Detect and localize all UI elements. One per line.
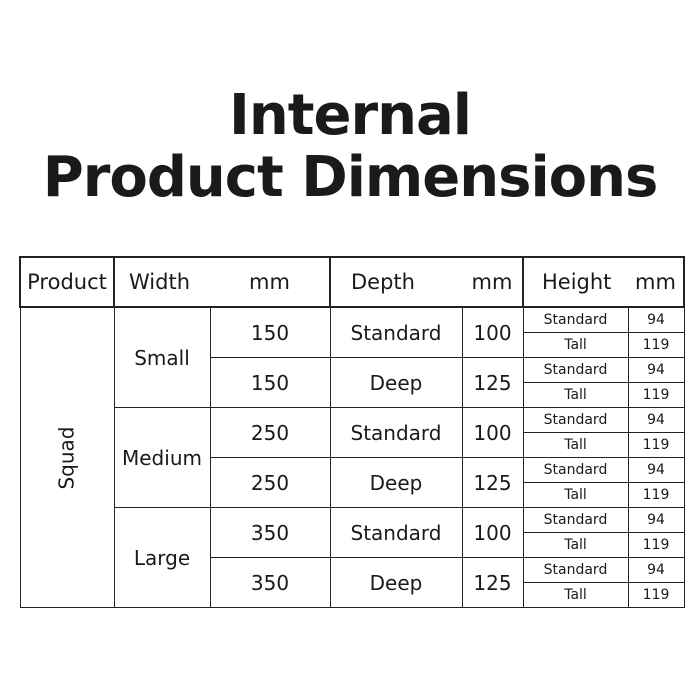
header-width: Width <box>113 256 210 308</box>
depth-mm: 125 <box>461 457 524 508</box>
header-height-unit: mm <box>628 256 685 308</box>
table-row: 150 Deep 125 Standard 94 <box>20 357 685 408</box>
page-title-line1: Internal <box>229 83 472 148</box>
depth-name: Deep <box>329 457 463 508</box>
header-row: Product Width mm Depth mm Height mm <box>19 256 685 308</box>
product-cell: Squad <box>19 306 115 608</box>
table-row: Squad Small 150 Standard 100 Standard 94 <box>19 306 685 608</box>
height-name: Standard <box>522 407 629 433</box>
width-mm: 150 <box>209 357 331 408</box>
height-name: Standard <box>522 557 629 583</box>
depth-name: Standard <box>329 507 463 558</box>
dimensions-table: Product Width mm Depth mm Height mm Squa… <box>19 256 685 608</box>
width-mm: 350 <box>209 557 331 608</box>
height-mm: 119 <box>627 482 685 508</box>
depth-name: Deep <box>329 357 463 408</box>
depth-name: Standard <box>329 407 463 458</box>
depth-mm: 100 <box>461 407 524 458</box>
header-depth: Depth <box>329 256 462 308</box>
table-row: Medium 250 Standard 100 Standard 94 <box>20 407 685 508</box>
width-mm: 150 <box>209 306 331 358</box>
page-title-line2: Product Dimensions <box>42 145 659 210</box>
size-name: Large <box>113 507 211 608</box>
height-mm: 119 <box>627 432 685 458</box>
height-name: Tall <box>522 582 629 608</box>
height-mm: 94 <box>627 357 685 383</box>
depth-name: Standard <box>329 306 463 358</box>
width-mm: 250 <box>209 457 331 508</box>
depth-mm: 125 <box>461 557 524 608</box>
height-name: Tall <box>522 532 629 558</box>
height-name: Tall <box>522 432 629 458</box>
table-row: Tall 119 <box>20 482 685 508</box>
width-mm: 250 <box>209 407 331 458</box>
depth-mm: 100 <box>461 507 524 558</box>
height-name: Standard <box>522 357 629 383</box>
height-mm: 119 <box>627 532 685 558</box>
table-row: 250 Deep 125 Standard 94 <box>20 457 685 508</box>
width-mm: 350 <box>209 507 331 558</box>
height-name: Tall <box>522 482 629 508</box>
height-mm: 94 <box>627 457 685 483</box>
header-height: Height <box>522 256 628 308</box>
height-mm: 94 <box>627 407 685 433</box>
height-name: Standard <box>522 457 629 483</box>
height-mm: 119 <box>627 382 685 408</box>
height-mm: 119 <box>627 332 685 358</box>
table-row: Tall 119 <box>20 432 685 458</box>
product-name: Squad <box>55 425 79 490</box>
height-mm: 119 <box>627 582 685 608</box>
header-depth-unit: mm <box>462 256 524 308</box>
depth-name: Deep <box>329 557 463 608</box>
header-product: Product <box>19 256 115 308</box>
depth-mm: 100 <box>461 306 524 358</box>
table-row: Tall 119 <box>20 582 685 608</box>
table-row: Tall 119 <box>20 532 685 558</box>
height-name: Standard <box>522 507 629 533</box>
height-name: Tall <box>522 382 629 408</box>
table-row: Large 350 Standard 100 Standard 94 <box>20 507 685 608</box>
height-name: Standard <box>522 306 629 333</box>
table-body: Squad Small 150 Standard 100 Standard 94 Tall 11… <box>19 306 685 608</box>
size-name: Medium <box>113 407 211 508</box>
size-name: Small <box>113 306 211 408</box>
height-mm: 94 <box>627 507 685 533</box>
depth-mm: 125 <box>461 357 524 408</box>
height-mm: 94 <box>627 306 685 333</box>
table-row: 350 Deep 125 Standard 94 <box>20 557 685 608</box>
table-row: Tall 119 <box>20 332 685 358</box>
height-name: Tall <box>522 332 629 358</box>
height-mm: 94 <box>627 557 685 583</box>
header-width-unit: mm <box>210 256 331 308</box>
